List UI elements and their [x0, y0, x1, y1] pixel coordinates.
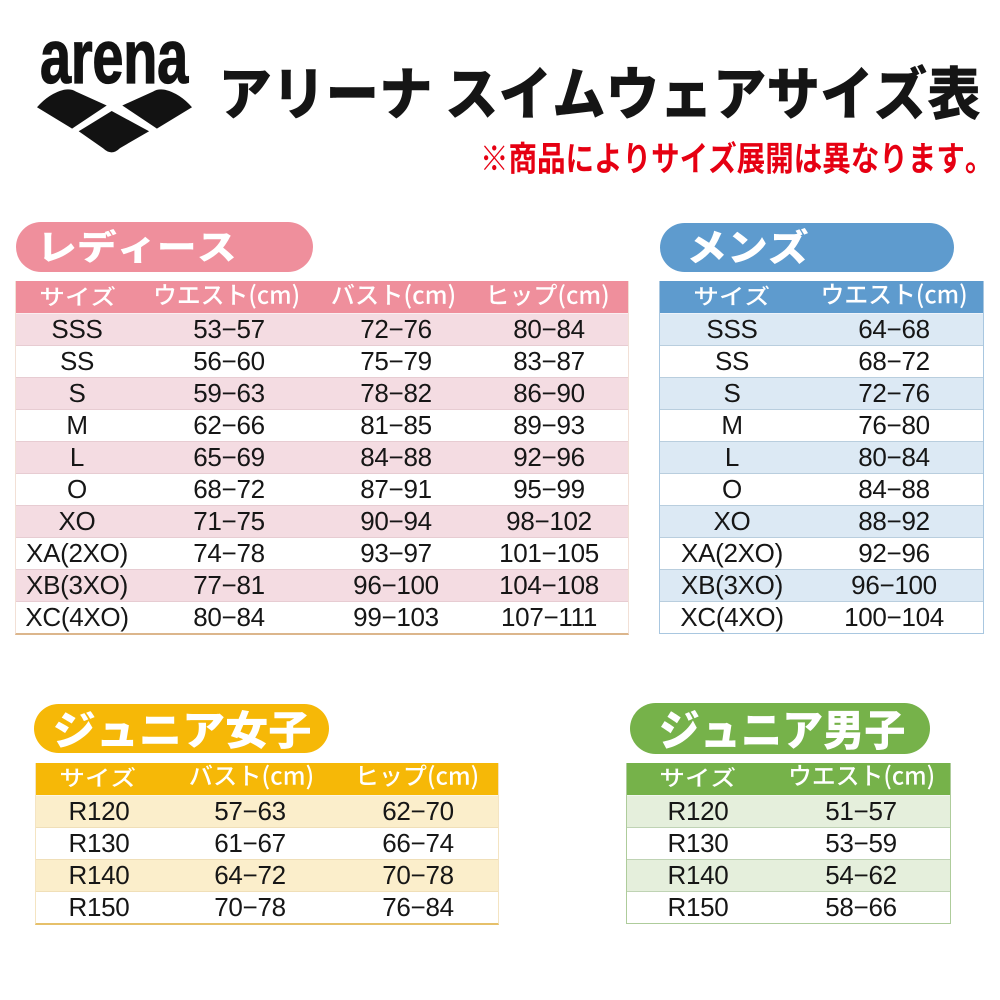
- svg-text:arena: arena: [40, 15, 189, 100]
